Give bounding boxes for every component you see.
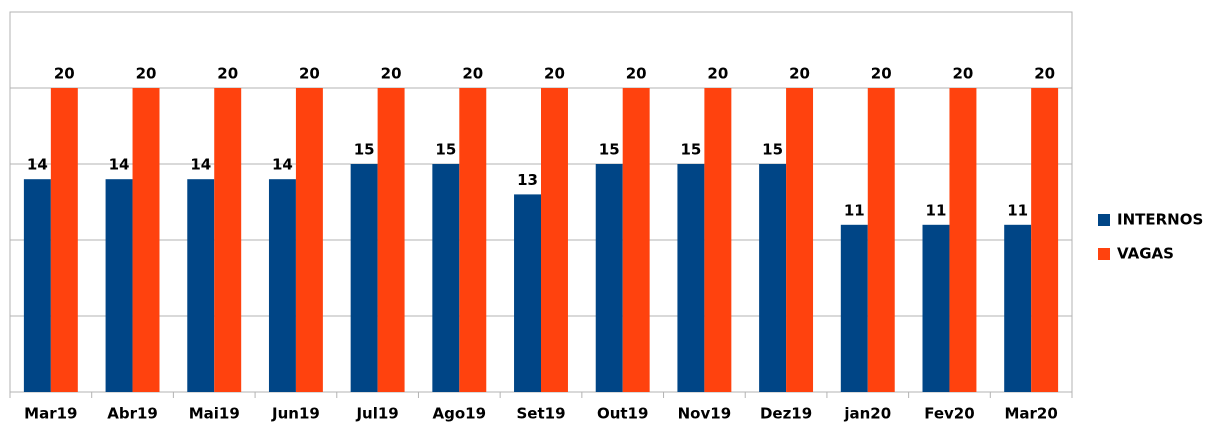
value-label: 15 [680,141,701,159]
value-label: 14 [190,156,211,174]
x-tick-label: Mai19 [189,405,240,423]
x-tick-label: Dez19 [760,405,812,423]
value-label: 15 [435,141,456,159]
x-tick-label: Out19 [597,405,648,423]
bar [840,224,868,392]
value-label: 20 [544,65,565,83]
legend-swatch [1098,214,1110,226]
value-label: 13 [517,171,538,189]
value-label: 14 [109,156,130,174]
bar [677,164,705,392]
bar [214,88,242,392]
value-label: 20 [789,65,810,83]
bar [459,88,487,392]
bar [23,179,51,392]
bar [514,194,541,392]
bar [541,88,568,392]
legend-label: VAGAS [1117,245,1174,263]
bar [922,224,950,392]
value-label: 11 [844,201,865,219]
legend-swatch [1098,248,1110,260]
value-label: 20 [462,65,483,83]
x-tick-label: jan20 [843,405,891,423]
x-tick-label: Jul19 [355,405,398,423]
value-label: 20 [54,65,75,83]
x-tick-label: Ago19 [433,405,487,423]
legend-label: INTERNOS [1117,211,1203,229]
x-tick-label: Fev20 [924,405,974,423]
value-label: 15 [354,141,375,159]
value-label: 20 [381,65,402,83]
bar [1004,224,1032,392]
value-label: 14 [272,156,293,174]
value-label: 11 [1007,201,1028,219]
bar [295,88,323,392]
bar [187,179,215,392]
value-label: 15 [762,141,783,159]
bar [867,88,895,392]
bar [432,164,460,392]
bar [704,88,732,392]
value-label: 11 [926,201,947,219]
bar [1031,88,1059,392]
bar [786,88,814,392]
value-label: 20 [1034,65,1055,83]
value-label: 20 [953,65,974,83]
x-tick-label: Mar19 [24,405,77,423]
value-label: 20 [871,65,892,83]
bar [350,164,378,392]
value-label: 14 [27,156,48,174]
bar [132,88,160,392]
value-label: 20 [299,65,320,83]
bar [622,88,650,392]
bar [268,179,296,392]
x-tick-label: Set19 [516,405,565,423]
bar [595,164,623,392]
value-label: 20 [626,65,647,83]
value-label: 15 [599,141,620,159]
x-tick-label: Mar20 [1004,405,1057,423]
x-tick-label: Abr19 [107,405,158,423]
bar [105,179,133,392]
bar [50,88,78,392]
value-label: 20 [217,65,238,83]
x-tick-label: Nov19 [678,405,732,423]
x-tick-label: Jun19 [271,405,320,423]
bar [759,164,787,392]
bar [377,88,405,392]
value-label: 20 [707,65,728,83]
value-label: 20 [136,65,157,83]
bar [949,88,977,392]
